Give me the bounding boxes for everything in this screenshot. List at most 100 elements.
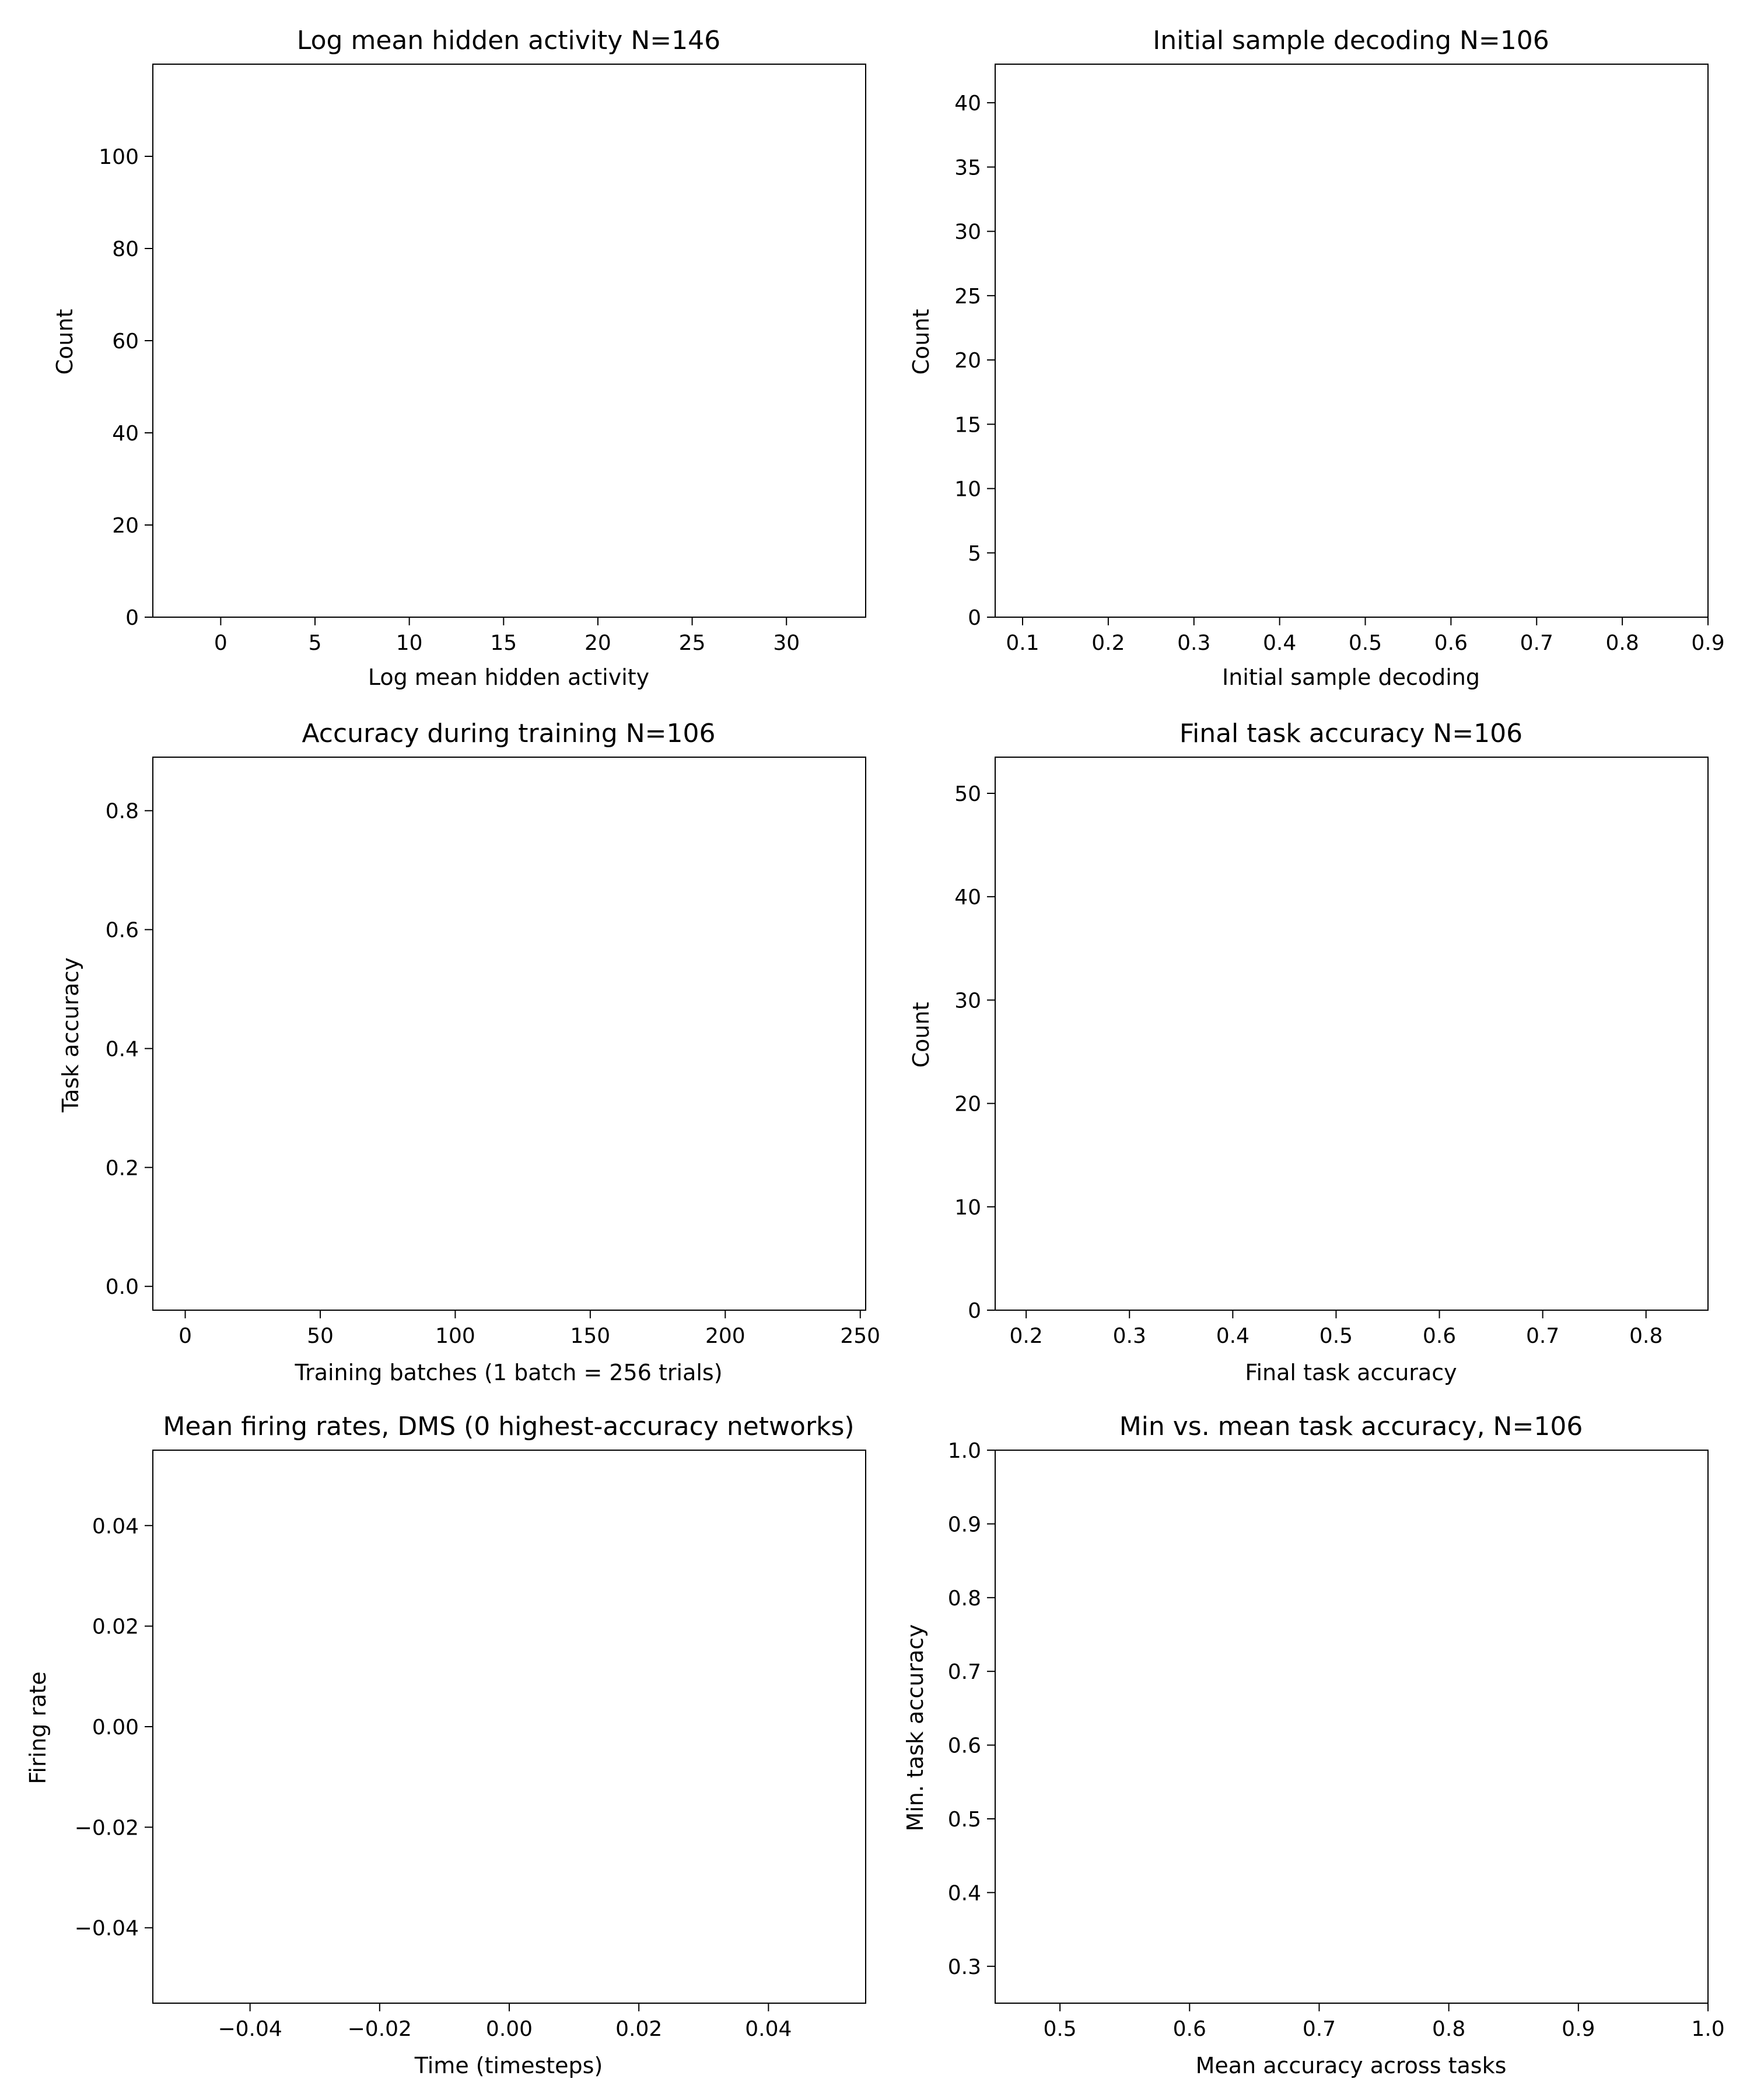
scatter-point xyxy=(1066,1826,1080,1840)
plot-area xyxy=(1016,783,1676,1310)
scatter-point xyxy=(1349,1790,1363,1804)
scatter-point xyxy=(1066,1843,1080,1857)
scatter-point xyxy=(1057,1863,1071,1877)
axes-frame xyxy=(995,757,1709,1311)
scatter-point xyxy=(1034,1849,1048,1863)
scatter-point xyxy=(1069,1871,1083,1885)
axes-frame xyxy=(995,64,1709,618)
scatter-point xyxy=(1092,1845,1106,1859)
histogram-bar xyxy=(1286,604,1352,617)
histogram-bar xyxy=(1417,592,1482,617)
series-line xyxy=(186,936,834,1286)
scatter-point xyxy=(1126,1860,1140,1874)
scatter-point xyxy=(1123,1814,1137,1828)
x-tick-label: 50 xyxy=(307,1324,334,1348)
histogram-bar xyxy=(1479,1258,1512,1310)
histogram-bar xyxy=(1157,540,1223,617)
scatter-point xyxy=(1049,1834,1063,1848)
histogram-bar xyxy=(1082,1300,1115,1310)
x-tick-label: 0.5 xyxy=(1320,1324,1353,1348)
scatter-point xyxy=(1387,1761,1401,1775)
scatter-point xyxy=(1473,1734,1487,1748)
scatter-point xyxy=(1072,1853,1086,1867)
scatter-point xyxy=(1138,1849,1152,1863)
scatter-point xyxy=(1049,1849,1063,1863)
histogram-bar xyxy=(1280,1300,1314,1310)
scatter-point xyxy=(1059,1815,1073,1829)
y-tick-label: 0.8 xyxy=(948,1587,981,1611)
x-tick-label: 100 xyxy=(435,1324,475,1348)
scatter-point xyxy=(1062,1823,1076,1837)
scatter-point xyxy=(1058,1834,1072,1848)
y-tick-label: 0.6 xyxy=(948,1734,981,1758)
panel-final-task-accuracy-histogram: Final task accuracy N=106 Final task acc… xyxy=(908,719,1709,1385)
histogram-bar xyxy=(766,590,830,617)
chart-title: Min vs. mean task accuracy, N=106 xyxy=(1119,1412,1583,1441)
scatter-point xyxy=(1299,1782,1313,1796)
y-tick-label: 30 xyxy=(954,989,981,1013)
histogram-bar xyxy=(1611,566,1676,617)
scatter-point xyxy=(1068,1838,1082,1852)
y-tick-label: 80 xyxy=(112,237,139,261)
scatter-point xyxy=(1077,1839,1091,1853)
histogram-bar xyxy=(1313,783,1346,1310)
x-tick-label: 0.4 xyxy=(1263,631,1296,655)
y-tick-label: 0.4 xyxy=(948,1881,981,1905)
scatter-point xyxy=(1052,1823,1066,1837)
y-tick-label: 0 xyxy=(125,606,139,630)
scatter-point xyxy=(1367,1821,1381,1835)
series-line xyxy=(186,906,834,1286)
y-tick-label: 0 xyxy=(968,1299,981,1323)
x-tick-label: 250 xyxy=(840,1324,880,1348)
series-line xyxy=(186,983,834,1286)
series-line xyxy=(186,1060,834,1286)
x-tick-label: 25 xyxy=(679,631,706,655)
histogram-bar xyxy=(1181,1300,1214,1310)
chart-title: Final task accuracy N=106 xyxy=(1180,719,1522,748)
histogram-bar xyxy=(1016,1300,1049,1310)
scatter-point xyxy=(1338,1790,1352,1804)
scatter-point xyxy=(1069,1831,1083,1845)
x-tick-label: 0.04 xyxy=(745,2017,792,2041)
axes-frame xyxy=(995,1450,1709,2004)
scatter-point xyxy=(1118,1819,1132,1833)
scatter-point xyxy=(1053,1834,1067,1848)
series-line xyxy=(186,870,834,1287)
x-tick-label: 0.3 xyxy=(1113,1324,1146,1348)
scatter-point xyxy=(1205,1831,1219,1845)
scatter-point xyxy=(1056,1843,1070,1857)
y-tick-label: 40 xyxy=(954,886,981,909)
x-tick-label: 0.7 xyxy=(1303,2017,1336,2041)
y-tick-label: 100 xyxy=(99,145,139,169)
histogram-bar xyxy=(508,603,572,617)
x-tick-label: 0.9 xyxy=(1691,631,1724,655)
histogram-bar xyxy=(1352,553,1417,617)
scatter-point xyxy=(1390,1828,1404,1842)
series-line xyxy=(186,965,834,1286)
histogram-bar xyxy=(1644,1300,1677,1310)
x-tick-label: 0.5 xyxy=(1349,631,1382,655)
histogram-bar xyxy=(1482,604,1547,617)
histogram-bar xyxy=(442,598,508,617)
y-axis-label: Count xyxy=(908,309,934,375)
y-tick-label: 0.9 xyxy=(948,1513,981,1536)
y-tick-label: 50 xyxy=(954,782,981,806)
y-axis-label: Min. task accuracy xyxy=(902,1624,928,1831)
scatter-point xyxy=(1042,1862,1056,1876)
histogram-bar xyxy=(247,580,313,617)
chart-title: Initial sample decoding N=106 xyxy=(1153,26,1549,55)
panel-hidden-activity-histogram: Log mean hidden activity N=146 Log mean … xyxy=(52,26,866,690)
y-tick-label: 0.4 xyxy=(106,1037,139,1061)
scatter-point xyxy=(1052,1835,1066,1849)
scatter-point xyxy=(1063,1834,1077,1848)
y-axis-label: Count xyxy=(52,309,78,375)
histogram-bar xyxy=(377,603,442,617)
scatter-point xyxy=(1066,1828,1080,1842)
series-line xyxy=(186,876,834,1286)
histogram-bar xyxy=(1512,1238,1545,1310)
scatter-point xyxy=(1058,1842,1072,1856)
scatter-point xyxy=(1096,1819,1110,1833)
scatter-point xyxy=(1299,1851,1313,1865)
scatter-point xyxy=(1063,1856,1077,1870)
scatter-point xyxy=(1072,1885,1086,1899)
